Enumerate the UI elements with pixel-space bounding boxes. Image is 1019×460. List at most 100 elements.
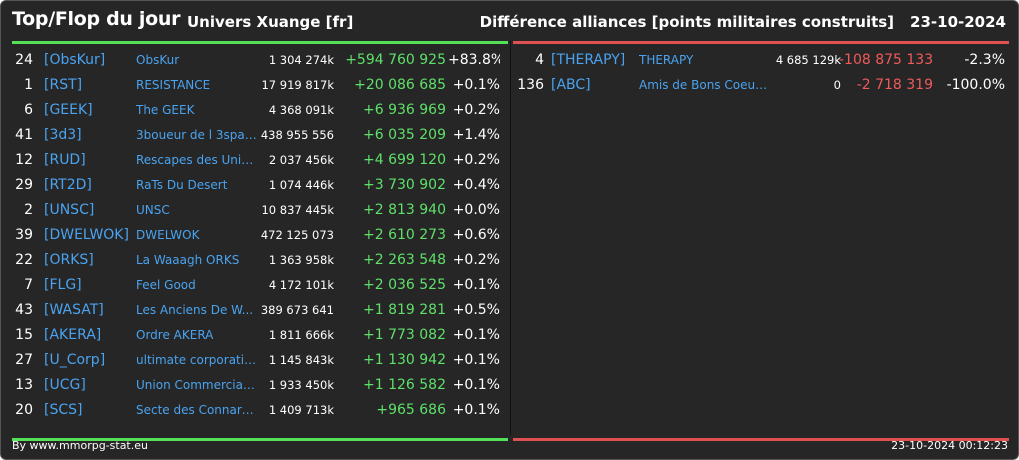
alliance-tag-link[interactable]: [ORKS] [44, 252, 94, 268]
header-date: 23-10-2024 [910, 13, 1006, 31]
alliance-total-points: 1 811 666k [268, 328, 334, 342]
alliance-name-link[interactable]: UNSC [136, 203, 170, 217]
alliance-rank: 6 [24, 102, 33, 118]
alliance-tag-link[interactable]: [ObsKur] [44, 52, 106, 68]
alliance-row: 29 [RT2D] RaTs Du Desert 1 074 446k +3 730 9… [12, 173, 508, 198]
alliance-percent-change: +0.4% [452, 177, 500, 193]
ranking-header: Différence alliances [points militaires … [480, 13, 1006, 31]
alliance-tag-link[interactable]: [RST] [44, 77, 83, 93]
alliance-rank: 41 [15, 127, 33, 143]
alliance-name-link[interactable]: Amis de Bons Coeur... [639, 78, 769, 92]
alliance-tag-link[interactable]: [UNSC] [44, 202, 95, 218]
alliance-percent-change: +1.4% [452, 127, 500, 143]
alliance-tag-link[interactable]: [RT2D] [44, 177, 92, 193]
alliance-row: 20 [SCS] Secte des Connard... 1 409 713k +96… [12, 398, 508, 423]
alliance-row: 12 [RUD] Rescapes des Univ... 2 037 456k +4 … [12, 148, 508, 173]
alliance-points-difference: +1 126 582 [363, 377, 446, 393]
alliance-rank: 4 [535, 52, 544, 68]
alliance-percent-change: +83.8% [448, 52, 500, 68]
alliance-percent-change: +0.1% [452, 327, 500, 343]
alliance-name-link[interactable]: Union Commerciale... [136, 378, 258, 392]
alliance-total-points: 4 368 091k [268, 103, 334, 117]
alliance-row: 7 [FLG] Feel Good 4 172 101k +2 036 525 +0.1% [12, 273, 508, 298]
alliance-total-points: 1 933 450k [268, 378, 334, 392]
alliance-total-points: 438 955 556 [260, 128, 334, 142]
alliance-name-link[interactable]: Les Anciens De W... [136, 303, 254, 317]
alliance-tag-link[interactable]: [GEEK] [44, 102, 93, 118]
alliance-tag-link[interactable]: [FLG] [44, 277, 82, 293]
alliance-rank: 22 [15, 252, 33, 268]
alliance-name-link[interactable]: Ordre AKERA [136, 328, 214, 342]
alliance-percent-change: +0.5% [452, 302, 500, 318]
alliance-total-points: 10 837 445k [261, 203, 334, 217]
alliance-total-points: 1 363 958k [268, 253, 334, 267]
alliance-points-difference: +2 263 548 [363, 252, 446, 268]
footer-source: By www.mmorpg-stat.eu [12, 439, 148, 452]
alliance-name-link[interactable]: La Waaagh ORKS [136, 253, 240, 267]
alliance-name-link[interactable]: RaTs Du Desert [136, 178, 228, 192]
alliance-tag-link[interactable]: [DWELWOK] [44, 227, 129, 243]
alliance-row: 2 [UNSC] UNSC 10 837 445k +2 813 940 +0.0% [12, 198, 508, 223]
alliance-percent-change: +0.2% [452, 252, 500, 268]
alliance-row: 22 [ORKS] La Waaagh ORKS 1 363 958k +2 263 5… [12, 248, 508, 273]
alliance-total-points: 4 685 129k [775, 53, 841, 67]
alliance-points-difference: +2 813 940 [363, 202, 446, 218]
top-alliances-panel: 24 [ObsKur] ObsKur 1 304 274k +594 760 925 +8… [12, 41, 508, 441]
alliance-percent-change: -2.3% [964, 52, 1005, 68]
alliance-points-difference: +6 936 969 [363, 102, 446, 118]
alliance-row: 41 [3d3] 3boueur de l 3space 438 955 556 +6 … [12, 123, 508, 148]
alliance-tag-link[interactable]: [3d3] [44, 127, 82, 143]
universe-label: Univers Xuange [fr] [187, 13, 354, 31]
alliance-tag-link[interactable]: [U_Corp] [44, 352, 106, 368]
alliance-rank: 12 [15, 152, 33, 168]
page-title: Top/Flop du jour [12, 8, 181, 30]
alliance-name-link[interactable]: THERAPY [639, 53, 694, 67]
flop-alliances-panel: 4 [THERAPY] THERAPY 4 685 129k -108 875 133-… [513, 41, 1009, 441]
alliance-row: 15 [AKERA] Ordre AKERA 1 811 666k +1 773 082… [12, 323, 508, 348]
alliance-tag-link[interactable]: [AKERA] [44, 327, 102, 343]
alliance-name-link[interactable]: 3boueur de l 3space [136, 128, 258, 142]
alliance-total-points: 1 145 843k [268, 353, 334, 367]
alliance-total-points: 1 304 274k [268, 53, 334, 67]
alliance-name-link[interactable]: Rescapes des Univ... [136, 153, 258, 167]
alliance-name-link[interactable]: The GEEK [136, 103, 195, 117]
alliance-rank: 13 [15, 377, 33, 393]
alliance-points-difference: +6 035 209 [363, 127, 446, 143]
alliance-total-points: 0 [833, 78, 841, 92]
alliance-total-points: 1 074 446k [268, 178, 334, 192]
alliance-row: 6 [GEEK] The GEEK 4 368 091k +6 936 969 +0.2% [12, 98, 508, 123]
alliance-percent-change: +0.1% [452, 402, 500, 418]
alliance-name-link[interactable]: Feel Good [136, 278, 196, 292]
alliance-total-points: 2 037 456k [268, 153, 334, 167]
ranking-label: Différence alliances [points militaires … [479, 13, 895, 31]
alliance-points-difference: +1 819 281 [363, 302, 446, 318]
alliance-tag-link[interactable]: [RUD] [44, 152, 86, 168]
alliance-percent-change: +0.1% [452, 377, 500, 393]
alliance-points-difference: +1 773 082 [363, 327, 446, 343]
alliance-tag-link[interactable]: [UCG] [44, 377, 86, 393]
alliance-tag-link[interactable]: [WASAT] [44, 302, 104, 318]
alliance-tag-link[interactable]: [SCS] [44, 402, 83, 418]
alliance-points-difference: +1 130 942 [363, 352, 446, 368]
alliance-percent-change: +0.0% [452, 202, 500, 218]
alliance-name-link[interactable]: DWELWOK [136, 228, 200, 242]
alliance-row: 13 [UCG] Union Commerciale... 1 933 450k +1 … [12, 373, 508, 398]
alliance-tag-link[interactable]: [ABC] [551, 77, 591, 93]
alliance-rank: 27 [15, 352, 33, 368]
alliance-rank: 2 [24, 202, 33, 218]
alliance-total-points: 17 919 817k [261, 78, 334, 92]
alliance-rank: 136 [517, 77, 544, 93]
alliance-points-difference: +20 086 685 [354, 77, 446, 93]
alliance-points-difference: +2 610 273 [363, 227, 446, 243]
alliance-points-difference: +965 686 [376, 402, 446, 418]
alliance-name-link[interactable]: ObsKur [136, 53, 180, 67]
alliance-row: 1 [RST] RESISTANCE 17 919 817k +20 086 685 +0… [12, 73, 508, 98]
alliance-rank: 39 [15, 227, 33, 243]
alliance-name-link[interactable]: Secte des Connard... [136, 403, 258, 417]
panel-divider [510, 41, 511, 435]
alliance-name-link[interactable]: RESISTANCE [136, 78, 211, 92]
alliance-row: 136 [ABC] Amis de Bons Coeur... 0 -2 718 319… [513, 73, 1009, 98]
alliance-name-link[interactable]: ultimate corporation [136, 353, 258, 367]
alliance-tag-link[interactable]: [THERAPY] [551, 52, 626, 68]
